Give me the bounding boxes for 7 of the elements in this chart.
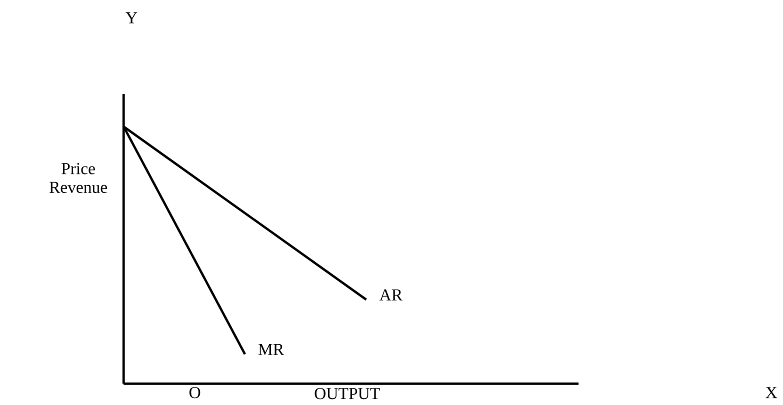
x-axis-title: OUTPUT [314, 388, 380, 400]
series-label: AR [379, 289, 403, 301]
text: Y [126, 12, 138, 24]
text: X [766, 387, 778, 398]
series-label: MR [258, 344, 284, 356]
text: O [189, 387, 200, 398]
y-axis-title: Price Revenue [49, 163, 108, 194]
